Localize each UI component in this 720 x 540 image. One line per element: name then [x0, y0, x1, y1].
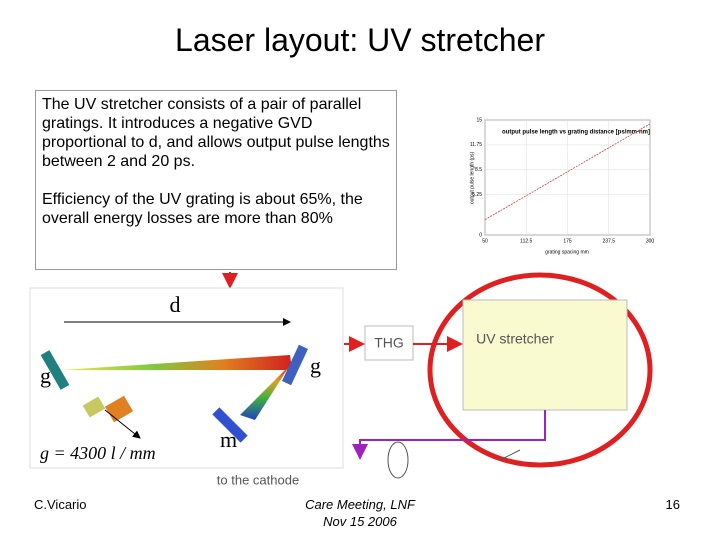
beam-path — [352, 410, 546, 460]
x-tick-label: 175 — [563, 238, 572, 244]
paragraph: The UV stretcher consists of a pair of p… — [42, 96, 390, 170]
g-label: g — [40, 363, 51, 388]
slide-title: Laser layout: UV stretcher — [175, 22, 545, 58]
lens — [387, 441, 409, 479]
stretcher-box — [462, 299, 628, 411]
prism — [82, 396, 106, 418]
d-label: d — [170, 292, 181, 317]
stretcher-label: UV stretcher — [476, 331, 554, 347]
groove-label: g = 4300 l / mm — [40, 443, 156, 463]
drawing-frame — [29, 287, 344, 469]
grating — [40, 350, 70, 390]
beam — [62, 355, 292, 370]
y-label: output pulse length (ps) — [469, 152, 475, 205]
y-tick-label: 0 — [479, 232, 482, 238]
x-label: grating spacing mm — [545, 249, 589, 255]
grating — [282, 344, 308, 386]
text-box: The UV stretcher consists of a pair of p… — [35, 90, 397, 270]
date: Nov 15 2006 — [323, 514, 397, 529]
line — [484, 123, 651, 221]
mirror — [499, 449, 521, 461]
mirror — [212, 407, 248, 443]
inset-title: output pulse length vs grating distance … — [502, 130, 650, 136]
y-tick-label: 8.5 — [475, 167, 482, 173]
page-number: 16 — [665, 497, 680, 512]
y-tick-label: 5.25 — [472, 192, 482, 198]
thg-box — [364, 325, 414, 361]
y-tick-label: 15 — [476, 117, 482, 123]
x-tick-label: 50 — [482, 238, 488, 244]
arrow — [104, 409, 141, 439]
y-tick-label: 11.75 — [470, 142, 482, 148]
cathode-label: to the cathode — [217, 472, 299, 487]
thg-label: THG — [374, 335, 404, 351]
m-label: m — [220, 427, 237, 452]
footer-author: C.Vicario — [34, 497, 87, 512]
g-label: g — [310, 353, 321, 378]
x-tick-label: 237.5 — [602, 238, 615, 244]
inset-chart: output pulse length vs grating distance … — [469, 117, 654, 255]
meeting: Care Meeting, LNF — [305, 497, 415, 512]
x-tick-label: 300 — [646, 238, 655, 244]
x-tick-label: 112.5 — [520, 238, 532, 244]
footer-meeting: Care Meeting, LNF Nov 15 2006 — [260, 496, 460, 530]
paragraph: Efficiency of the UV grating is about 65… — [42, 191, 363, 227]
highlight — [427, 272, 653, 468]
beam — [240, 365, 290, 420]
